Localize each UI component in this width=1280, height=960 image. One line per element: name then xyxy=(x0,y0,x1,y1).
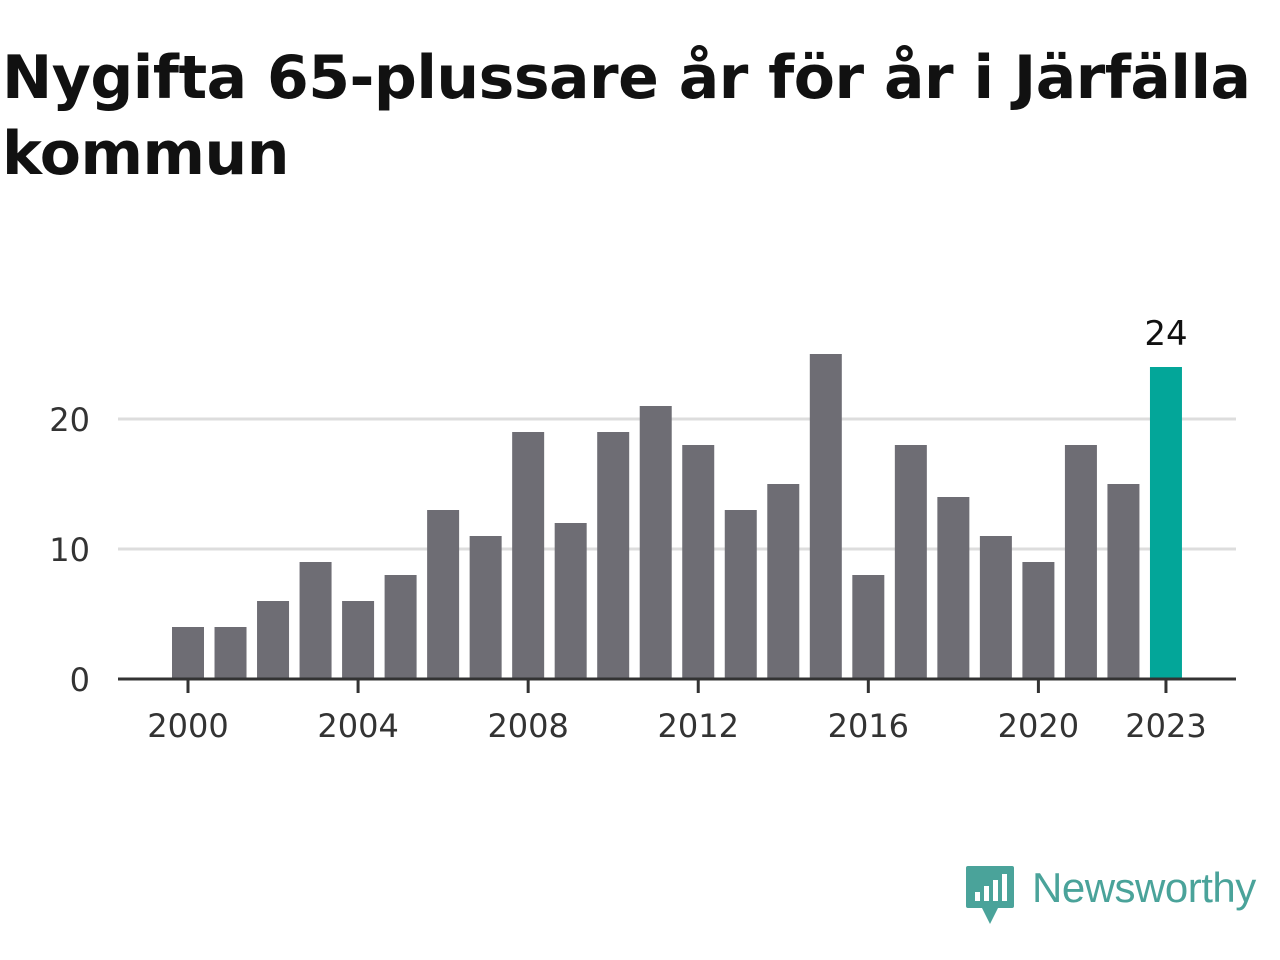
bar-2017 xyxy=(894,445,927,679)
chart-title: Nygifta 65-plussare år för år i Järfälla… xyxy=(2,43,1251,189)
x-tick-label-2012: 2012 xyxy=(658,707,739,745)
x-axis xyxy=(118,677,1236,693)
brand-logo: Newsworthy xyxy=(964,864,1256,928)
brand-name: Newsworthy xyxy=(1032,864,1256,911)
bar-2016 xyxy=(852,575,885,679)
bar-2010 xyxy=(597,432,630,679)
y-tick-label: 10 xyxy=(49,531,90,569)
bar-2009 xyxy=(554,523,587,679)
bar-2004 xyxy=(342,601,375,679)
bar-2021 xyxy=(1064,445,1097,679)
gridlines xyxy=(118,417,1236,551)
x-tick-label-2000: 2000 xyxy=(147,707,228,745)
x-tick-label-2020: 2020 xyxy=(998,707,1079,745)
bar-2019 xyxy=(979,536,1012,679)
x-tick-label-2023: 2023 xyxy=(1125,707,1206,745)
bar-2023 xyxy=(1149,367,1182,679)
bar-2002 xyxy=(257,601,290,679)
bar-2001 xyxy=(214,627,247,679)
bar-2011 xyxy=(639,406,672,679)
x-tick-label-2008: 2008 xyxy=(487,707,568,745)
bar-2006 xyxy=(427,510,460,679)
bar-2005 xyxy=(384,575,417,679)
bar-2022 xyxy=(1107,484,1140,679)
bar-2014 xyxy=(767,484,800,679)
bar-2015 xyxy=(809,354,842,679)
newsworthy-logo-icon xyxy=(966,866,1014,924)
data-label-2023: 24 xyxy=(1144,314,1187,354)
bar-2003 xyxy=(299,562,332,679)
x-tick-label-2004: 2004 xyxy=(317,707,398,745)
x-tick-label-2016: 2016 xyxy=(828,707,909,745)
bar-2018 xyxy=(937,497,970,679)
y-tick-label: 20 xyxy=(49,401,90,439)
bar-2013 xyxy=(724,510,757,679)
bar-2008 xyxy=(512,432,545,679)
bar-2012 xyxy=(682,445,715,679)
bar-2000 xyxy=(172,627,204,679)
labels: 0 10 20 24 2000 2004 2008 2012 2016 2020 2023 xyxy=(49,314,1206,745)
bar-2007 xyxy=(469,536,502,679)
bars xyxy=(172,354,1182,679)
bar-2020 xyxy=(1022,562,1055,679)
y-tick-label: 0 xyxy=(70,661,90,699)
